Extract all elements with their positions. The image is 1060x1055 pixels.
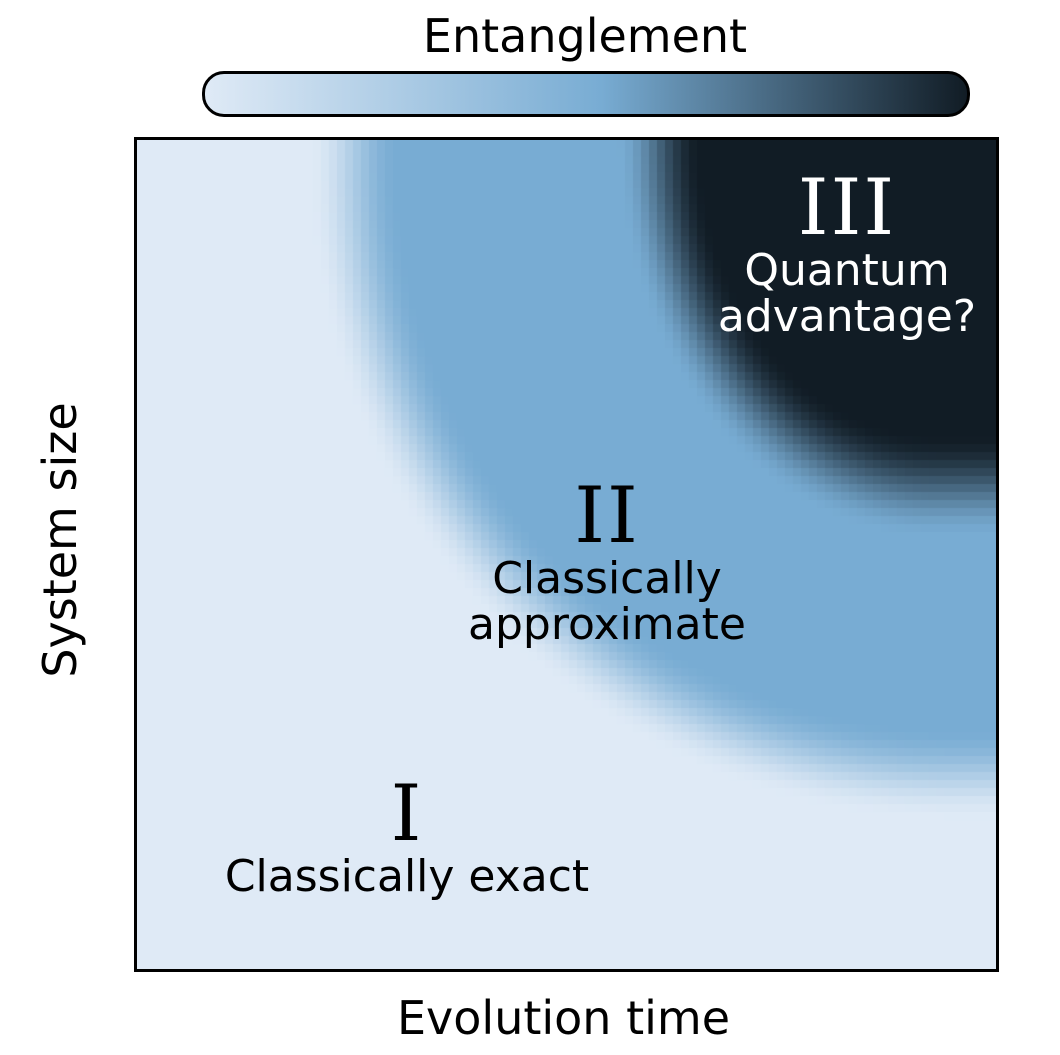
region-label-line: advantage? — [717, 291, 977, 342]
region-label-line: approximate — [468, 599, 746, 650]
entanglement-colorbar — [202, 71, 970, 117]
x-axis-label: Evolution time — [396, 991, 731, 1045]
region-classically-approximate: II Classically approximate — [407, 476, 807, 648]
colorbar-title: Entanglement — [422, 9, 748, 63]
region-label-line: Quantum — [744, 245, 950, 296]
entanglement-heatmap — [137, 140, 996, 969]
region-numeral: II — [574, 471, 640, 561]
region-numeral: I — [390, 769, 424, 859]
y-axis-label: System size — [33, 402, 87, 678]
region-label: Classically exact — [224, 851, 590, 902]
region-classically-exact: I Classically exact — [177, 774, 637, 900]
region-quantum-advantage: III Quantum advantage? — [687, 163, 996, 342]
region-numeral: III — [797, 163, 897, 253]
regime-map: I Classically exact II Classically appro… — [134, 137, 999, 972]
region-label-line: Classically — [492, 553, 722, 604]
